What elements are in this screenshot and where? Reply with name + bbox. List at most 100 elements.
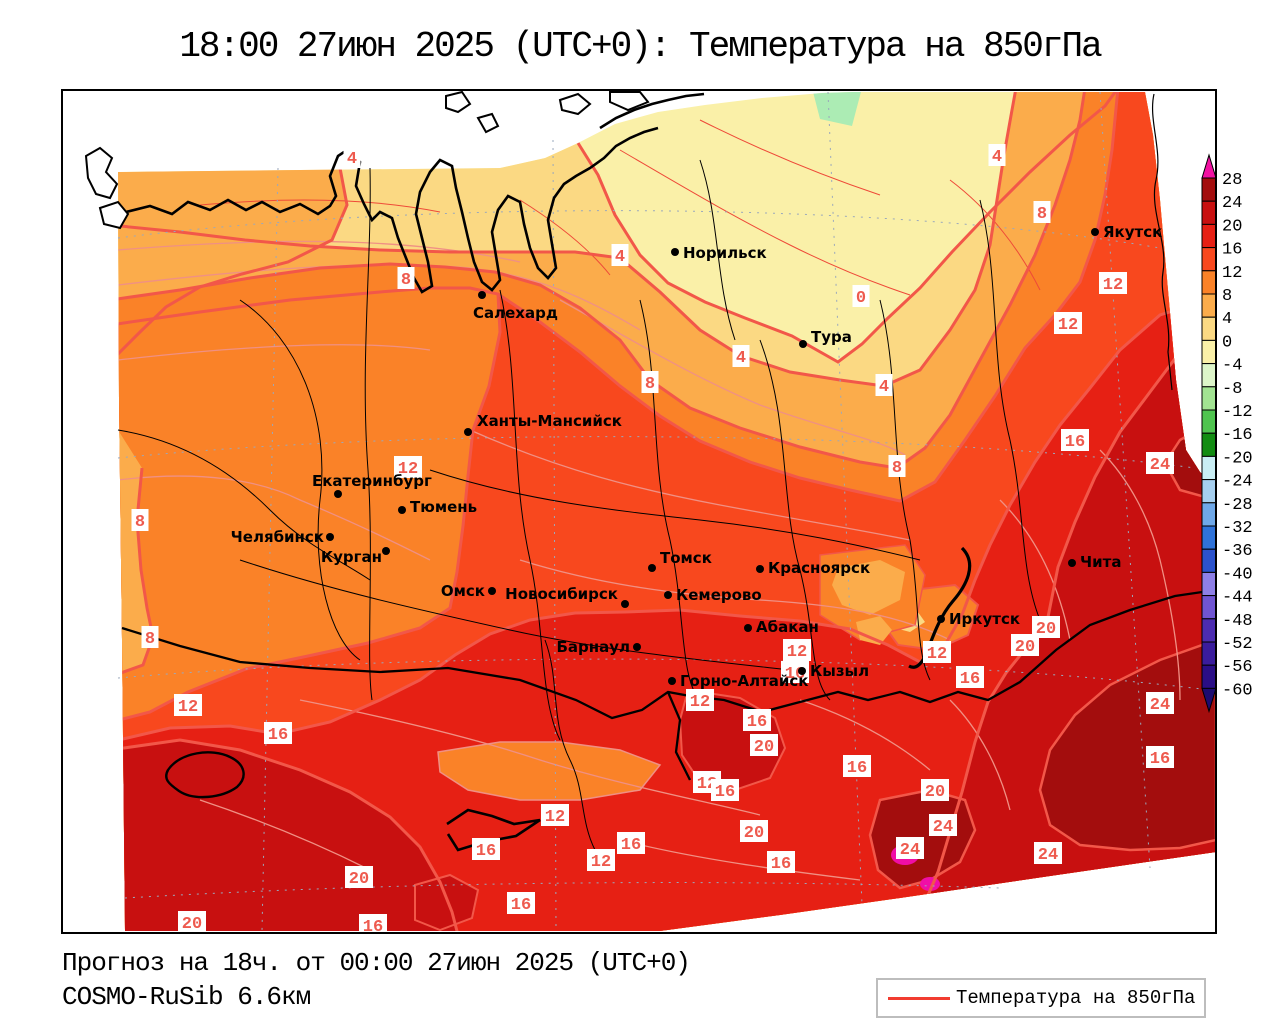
admin-borders bbox=[117, 159, 1041, 851]
island bbox=[609, 91, 650, 112]
contour-label: 12 bbox=[178, 698, 198, 717]
contour-label-box bbox=[587, 849, 615, 871]
colorbar-tick-label: 16 bbox=[1222, 241, 1242, 260]
city-label: Тура bbox=[811, 328, 852, 346]
colorbar-cell bbox=[1201, 548, 1217, 573]
city-dot bbox=[382, 547, 390, 555]
city-dot bbox=[937, 615, 945, 623]
legend-box: Температура на 850гПа bbox=[876, 978, 1206, 1018]
contour-label: 8 bbox=[135, 513, 145, 532]
city-dot bbox=[664, 591, 672, 599]
city-dot bbox=[1091, 228, 1099, 236]
contour-label-box bbox=[921, 779, 949, 801]
contour-label-box bbox=[1099, 272, 1127, 294]
colorbar-cell bbox=[1201, 247, 1217, 272]
contour-label: 4 bbox=[736, 349, 746, 368]
contour-label-box bbox=[767, 851, 795, 873]
island bbox=[476, 112, 500, 134]
contour-label: 12 bbox=[591, 853, 611, 872]
contour-label-box bbox=[345, 866, 373, 888]
lake-balkhash bbox=[165, 751, 245, 799]
colorbar-tick-label: -60 bbox=[1222, 681, 1253, 700]
forecast-info: Прогноз на 18ч. от 00:00 27июн 2025 (UTC… bbox=[62, 948, 691, 978]
contour-label-box bbox=[1011, 634, 1039, 656]
colorbar-cell bbox=[1201, 386, 1217, 411]
contour-label-box bbox=[394, 456, 422, 478]
city-label: Норильск bbox=[683, 244, 767, 262]
page-title: 18:00 27июн 2025 (UTC+0): Температура на… bbox=[179, 26, 1102, 67]
contour-label: 20 bbox=[1015, 638, 1035, 657]
contour-label: 4 bbox=[615, 248, 625, 267]
contour-label: 16 bbox=[747, 713, 767, 732]
contour-label-box bbox=[1146, 452, 1174, 474]
colorbar-cell bbox=[1201, 270, 1217, 295]
city-label: Новосибирск bbox=[505, 585, 618, 603]
contour-label-box bbox=[359, 914, 387, 936]
city-dot bbox=[744, 624, 752, 632]
contour-label: 8 bbox=[1037, 205, 1047, 224]
city-label: Томск bbox=[660, 549, 712, 567]
contour-label-box bbox=[1034, 842, 1062, 864]
contour-label: 16 bbox=[268, 726, 288, 745]
colorbar-cell bbox=[1201, 571, 1217, 597]
island bbox=[445, 91, 472, 114]
colorbar-tick-label: -16 bbox=[1222, 426, 1253, 445]
colorbar-tick-label: -20 bbox=[1222, 449, 1253, 468]
city-dot bbox=[621, 600, 629, 608]
city-label: Тюмень bbox=[410, 498, 477, 516]
colorbar-tick-label: -44 bbox=[1222, 589, 1253, 608]
contour-label-box bbox=[264, 722, 292, 744]
contour-label: 12 bbox=[927, 645, 947, 664]
colorbar-cell bbox=[1201, 316, 1217, 341]
contour-label-box bbox=[131, 509, 149, 531]
contour-label-box bbox=[1146, 746, 1174, 768]
island bbox=[84, 146, 119, 200]
city-label: Барнаул bbox=[556, 638, 630, 656]
contour-label: 8 bbox=[145, 630, 155, 649]
city-label: Кемерово bbox=[676, 586, 762, 604]
thin-contours-north bbox=[199, 119, 1041, 296]
contour-label-box bbox=[178, 911, 206, 933]
contour-label-box bbox=[641, 371, 659, 393]
city-dot bbox=[478, 291, 486, 299]
colorbar-tick-label: 20 bbox=[1222, 217, 1242, 236]
thin-contours bbox=[118, 240, 1181, 881]
colorbar-tick-label: -52 bbox=[1222, 635, 1253, 654]
city-dot bbox=[1068, 559, 1076, 567]
contour-label-box bbox=[875, 374, 893, 396]
contour-label-box bbox=[843, 755, 871, 777]
contour-label: 8 bbox=[645, 375, 655, 394]
contour-label: 8 bbox=[892, 459, 902, 478]
contour-label-box bbox=[743, 709, 771, 731]
city-label: Екатеринбург bbox=[312, 472, 432, 490]
contour-label: 24 bbox=[1038, 846, 1058, 865]
contour-labels: 4444408888881212121212121212121216161616… bbox=[131, 144, 1174, 937]
contour-label-box bbox=[472, 838, 500, 860]
contour-label-box bbox=[852, 285, 870, 307]
colorbar-tick-label: -8 bbox=[1222, 380, 1242, 399]
contour-label-box bbox=[1033, 201, 1051, 223]
contour-label: 8 bbox=[401, 271, 411, 290]
city-dot bbox=[668, 677, 676, 685]
contour-label: 12 bbox=[1058, 316, 1078, 335]
colorbar-cell bbox=[1201, 641, 1217, 666]
contour-label-box bbox=[141, 626, 159, 648]
colorbar-cell bbox=[1201, 618, 1217, 643]
colorbar-cell bbox=[1201, 502, 1217, 527]
city-dot bbox=[648, 564, 656, 572]
colorbar-cell bbox=[1201, 664, 1217, 689]
contour-label: 4 bbox=[992, 148, 1002, 167]
city-label: Красноярск bbox=[768, 559, 870, 577]
contour-label-box bbox=[343, 146, 361, 168]
contour-label: 20 bbox=[182, 915, 202, 934]
colorbar-cell bbox=[1201, 177, 1217, 202]
colorbar-tick-label: 28 bbox=[1222, 171, 1242, 190]
city-label: Чита bbox=[1080, 553, 1121, 571]
contour-label: 16 bbox=[847, 759, 867, 778]
contour-label-box bbox=[923, 641, 951, 663]
city-label: Иркутск bbox=[949, 610, 1020, 628]
contour-label: 12 bbox=[398, 460, 418, 479]
contour-label: 16 bbox=[960, 670, 980, 689]
island bbox=[98, 200, 130, 230]
